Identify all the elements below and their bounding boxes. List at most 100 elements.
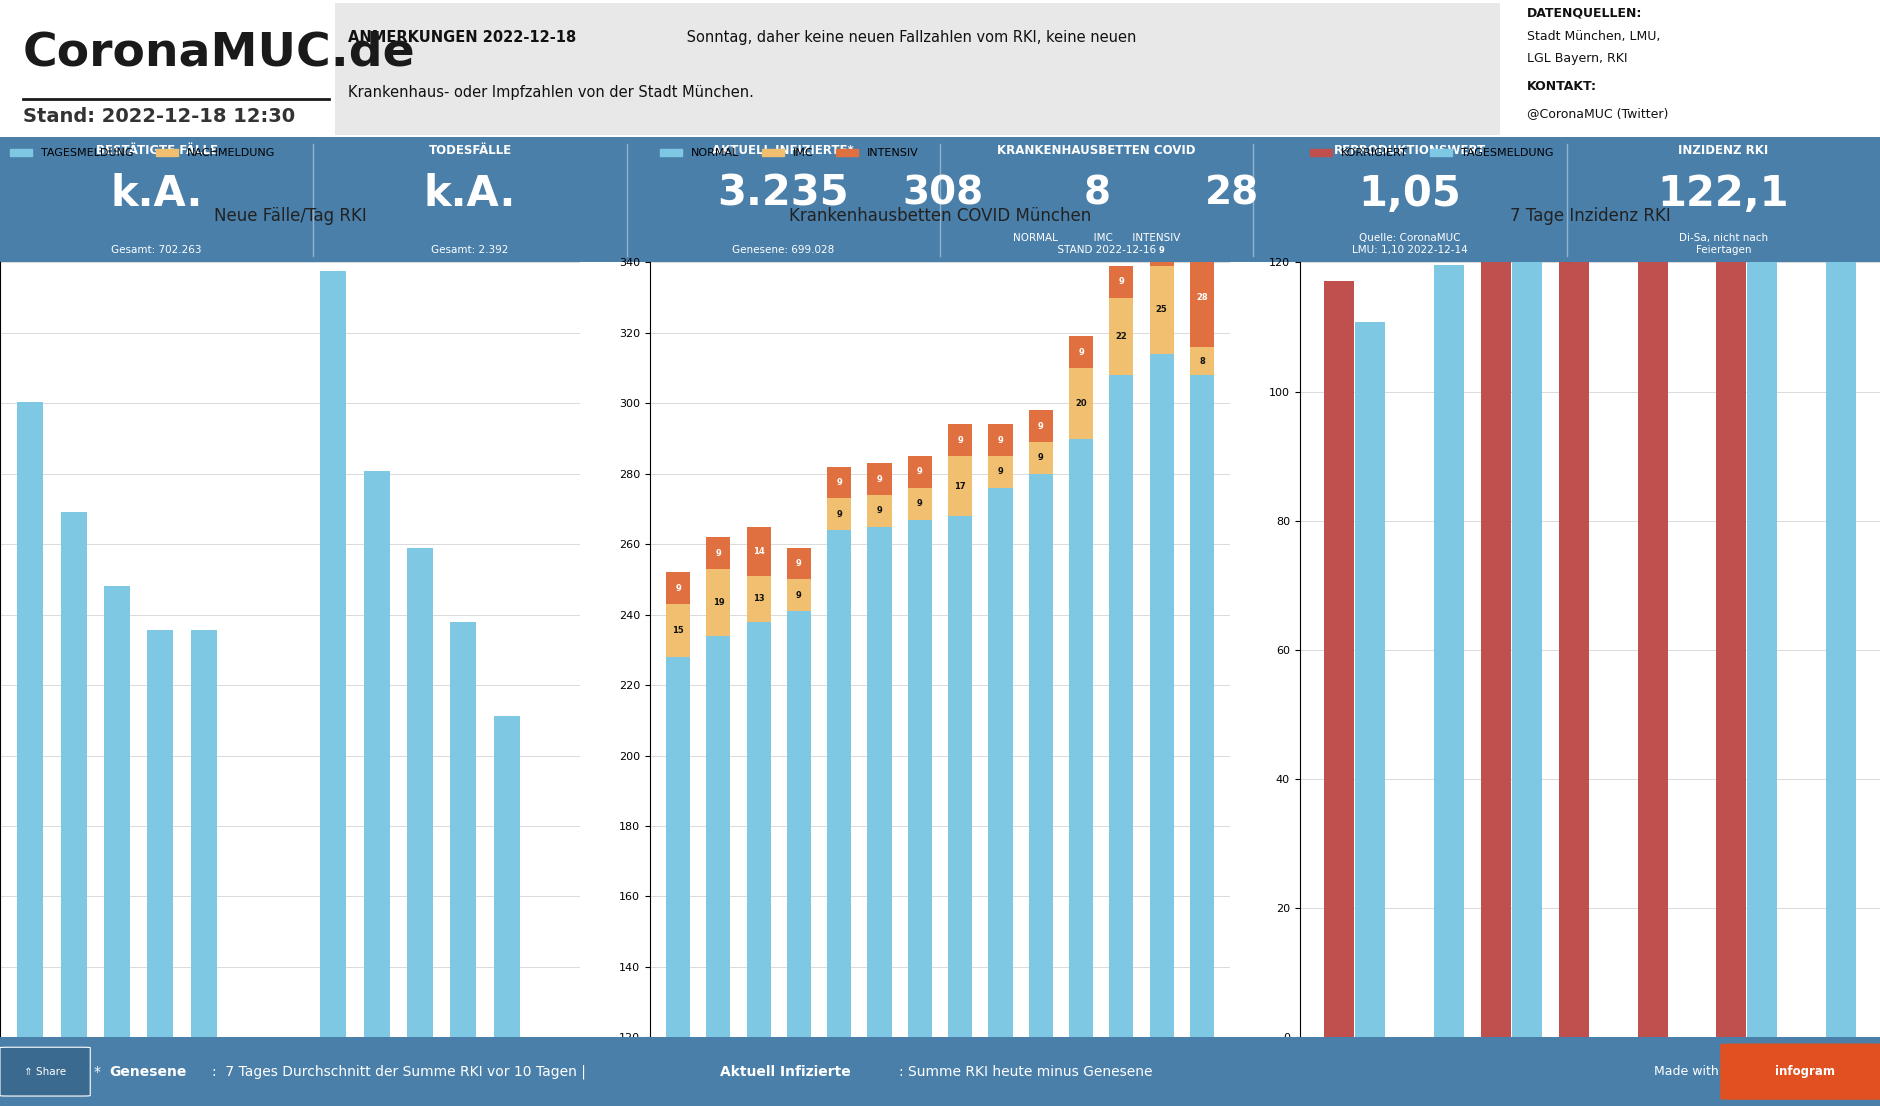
Bar bbox=[1748, 243, 1777, 1037]
Text: 241: 241 bbox=[795, 1043, 803, 1058]
Text: Krankenhaus- oder Impfzahlen von der Stadt München.: Krankenhaus- oder Impfzahlen von der Sta… bbox=[348, 85, 754, 101]
Bar bbox=[1149, 234, 1173, 265]
Bar bbox=[1190, 249, 1214, 347]
FancyBboxPatch shape bbox=[0, 0, 1880, 137]
Bar bbox=[948, 517, 972, 1106]
Text: 28: 28 bbox=[1196, 293, 1207, 302]
Text: 9: 9 bbox=[716, 549, 722, 557]
Text: infogram: infogram bbox=[1775, 1065, 1835, 1078]
Bar bbox=[1109, 298, 1134, 375]
Text: 19: 19 bbox=[713, 598, 724, 607]
Text: 119.6: 119.6 bbox=[1444, 1056, 1453, 1083]
Bar bbox=[989, 456, 1013, 488]
Bar bbox=[746, 576, 771, 622]
Bar bbox=[1028, 473, 1053, 1106]
Text: 20: 20 bbox=[1075, 399, 1087, 408]
Bar bbox=[1481, 241, 1512, 1037]
Text: Genesene: Genesene bbox=[109, 1065, 186, 1078]
Text: 228: 228 bbox=[673, 1043, 682, 1058]
Text: 320: 320 bbox=[113, 1068, 122, 1087]
Text: 125.8: 125.8 bbox=[1649, 1056, 1656, 1083]
Bar bbox=[989, 425, 1013, 456]
Bar bbox=[707, 538, 731, 568]
Text: 402: 402 bbox=[372, 1068, 382, 1087]
Text: *: * bbox=[94, 1065, 105, 1078]
Text: Made with: Made with bbox=[1654, 1065, 1718, 1078]
Legend: KORRIGIERT, TAGESMELDUNG: KORRIGIERT, TAGESMELDUNG bbox=[1305, 144, 1559, 163]
Text: 123.3: 123.3 bbox=[1491, 1056, 1500, 1083]
Bar bbox=[320, 271, 346, 1037]
Bar bbox=[1109, 375, 1134, 1106]
Text: 295: 295 bbox=[459, 1068, 468, 1087]
Bar bbox=[827, 499, 852, 530]
Text: 9: 9 bbox=[1158, 246, 1164, 254]
Text: Sonntag, daher keine neuen Fallzahlen vom RKI, keine neuen: Sonntag, daher keine neuen Fallzahlen vo… bbox=[682, 30, 1137, 45]
Text: 9: 9 bbox=[795, 559, 803, 568]
Bar bbox=[746, 622, 771, 1106]
Bar bbox=[908, 520, 932, 1106]
Bar bbox=[1637, 225, 1668, 1037]
Bar bbox=[788, 580, 810, 612]
Text: k.A.: k.A. bbox=[423, 173, 517, 215]
Text: BESTÄTIGTE FÄLLE: BESTÄTIGTE FÄLLE bbox=[96, 144, 218, 157]
Bar bbox=[746, 526, 771, 576]
Bar bbox=[363, 471, 389, 1037]
Text: 267: 267 bbox=[916, 1043, 925, 1058]
Bar bbox=[1070, 336, 1092, 368]
Bar bbox=[1434, 265, 1465, 1037]
Text: 9: 9 bbox=[917, 499, 923, 508]
Text: KRANKENHAUSBETTEN COVID: KRANKENHAUSBETTEN COVID bbox=[998, 144, 1196, 157]
Text: 15: 15 bbox=[673, 626, 684, 635]
Bar bbox=[707, 636, 731, 1106]
Text: NORMAL           IMC      INTENSIV
      STAND 2022-12-16: NORMAL IMC INTENSIV STAND 2022-12-16 bbox=[1013, 233, 1181, 255]
FancyBboxPatch shape bbox=[335, 2, 1500, 135]
Text: 25: 25 bbox=[1156, 305, 1167, 314]
Text: 9: 9 bbox=[917, 468, 923, 477]
Text: k.A.: k.A. bbox=[111, 173, 203, 215]
Text: Stadt München, LMU,: Stadt München, LMU, bbox=[1527, 30, 1660, 43]
Text: 9: 9 bbox=[957, 436, 963, 445]
Text: 122.1: 122.1 bbox=[1837, 1056, 1846, 1083]
Bar bbox=[1028, 410, 1053, 442]
Text: 373: 373 bbox=[68, 1068, 79, 1087]
Bar bbox=[451, 622, 476, 1037]
Text: 122,1: 122,1 bbox=[1658, 173, 1790, 215]
Bar bbox=[788, 547, 810, 580]
Title: Krankenhausbetten COVID München: Krankenhausbetten COVID München bbox=[790, 207, 1090, 225]
Bar bbox=[1028, 442, 1053, 473]
Text: Gesamt: 702.263: Gesamt: 702.263 bbox=[111, 244, 201, 255]
Bar bbox=[867, 526, 891, 1106]
Text: 264: 264 bbox=[835, 1043, 844, 1058]
Text: 9: 9 bbox=[876, 474, 882, 483]
Bar bbox=[707, 568, 731, 636]
Text: 22: 22 bbox=[1115, 332, 1128, 341]
Text: 9: 9 bbox=[998, 468, 1004, 477]
Text: 122.9: 122.9 bbox=[1758, 1056, 1767, 1083]
Text: AKTUELL INFIZIERTE*: AKTUELL INFIZIERTE* bbox=[713, 144, 854, 157]
Text: 9: 9 bbox=[998, 436, 1004, 445]
Text: 9: 9 bbox=[837, 510, 842, 519]
Text: 110.8: 110.8 bbox=[1367, 1056, 1374, 1083]
Text: 9: 9 bbox=[1077, 347, 1085, 357]
Text: 9: 9 bbox=[1038, 421, 1043, 430]
Text: DATENQUELLEN:: DATENQUELLEN: bbox=[1527, 7, 1641, 20]
Text: TODESFÄLLE: TODESFÄLLE bbox=[429, 144, 511, 157]
Text: 14: 14 bbox=[752, 546, 765, 555]
Text: LGL Bayern, RKI: LGL Bayern, RKI bbox=[1527, 52, 1626, 65]
Text: 265: 265 bbox=[874, 1043, 884, 1058]
Text: 9: 9 bbox=[837, 478, 842, 487]
Bar bbox=[867, 494, 891, 526]
Title: 7 Tage Inzidenz RKI: 7 Tage Inzidenz RKI bbox=[1510, 207, 1669, 225]
Bar bbox=[1355, 322, 1386, 1037]
Text: 308: 308 bbox=[1117, 1043, 1126, 1058]
Text: 544: 544 bbox=[329, 1068, 338, 1087]
Text: 13: 13 bbox=[752, 594, 765, 603]
Text: INZIDENZ RKI: INZIDENZ RKI bbox=[1679, 144, 1769, 157]
Bar bbox=[666, 573, 690, 604]
FancyBboxPatch shape bbox=[0, 137, 1880, 262]
Bar bbox=[948, 425, 972, 456]
Bar bbox=[408, 549, 432, 1037]
Bar bbox=[1149, 265, 1173, 354]
Bar bbox=[60, 512, 86, 1037]
Text: 314: 314 bbox=[1156, 1043, 1166, 1058]
